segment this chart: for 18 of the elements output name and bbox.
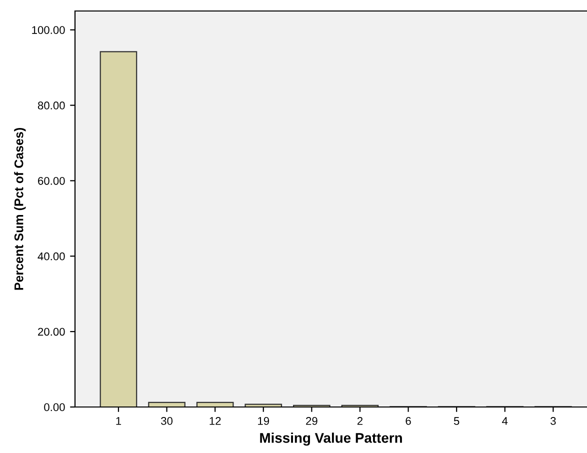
y-tick-label: 100.00 — [32, 26, 65, 34]
x-tick-label: 30 — [161, 417, 173, 425]
x-tick-label: 6 — [406, 417, 411, 425]
x-tick-label: 12 — [210, 417, 221, 425]
y-axis-title: Percent Sum (Pct of Cases) — [14, 128, 26, 290]
x-tick-label: 19 — [258, 417, 270, 425]
y-tick-label: 20.00 — [38, 328, 65, 336]
y-tick-label: 80.00 — [38, 102, 65, 110]
x-tick-label: 1 — [116, 417, 122, 425]
x-tick-label: 5 — [454, 417, 460, 425]
x-tick-label: 3 — [550, 417, 556, 425]
y-tick-label: 60.00 — [38, 176, 65, 185]
x-tick-label: 2 — [357, 417, 363, 425]
y-tick-label: 40.00 — [38, 252, 65, 260]
y-tick-label: 0.00 — [44, 403, 65, 412]
x-axis-title: Missing Value Pattern — [260, 432, 402, 446]
x-tick-label: 29 — [306, 417, 318, 425]
x-tick-label: 4 — [502, 417, 508, 425]
